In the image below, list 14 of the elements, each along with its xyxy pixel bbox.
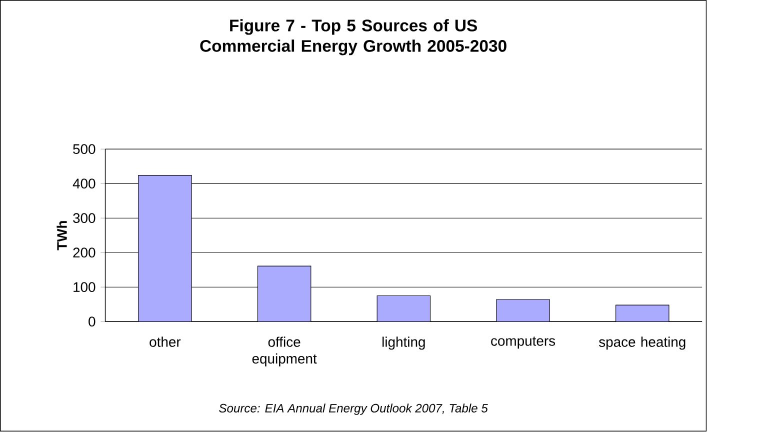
- chart-title: Figure 7 - Top 5 Sources of US Commercial Energy Growth 2005-2030: [200, 19, 506, 56]
- text: Source: EIA Annual Energy Outlook 2007, Table 5: [219, 404, 488, 416]
- y-axis-title: TWh: [56, 221, 67, 251]
- y-tick-label: 300: [73, 213, 96, 224]
- y-tick-label: 0: [88, 316, 96, 327]
- x-tick-label: other: [150, 336, 181, 348]
- x-tick-label: lighting: [382, 336, 425, 350]
- x-tick-label: office equipment: [252, 336, 317, 367]
- x-tick-label: computers: [491, 336, 556, 349]
- y-tick-label: 500: [73, 144, 96, 154]
- y-tick-label: 200: [73, 248, 96, 258]
- y-tick-label: 400: [72, 178, 96, 189]
- y-tick-label: 100: [74, 282, 96, 292]
- x-tick-label: space heating: [599, 336, 686, 350]
